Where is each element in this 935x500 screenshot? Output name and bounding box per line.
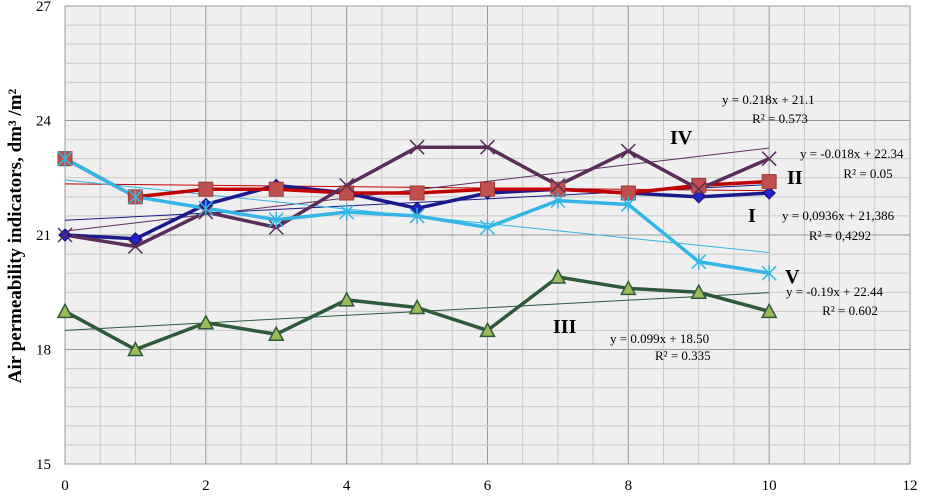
x-tick-label: 2 — [202, 478, 210, 494]
y-tick-label: 24 — [36, 114, 52, 130]
r2-iv: R² = 0.573 — [752, 111, 808, 126]
data-point-iv — [691, 181, 707, 197]
data-point-iii — [197, 314, 215, 330]
series-label-iv: IV — [670, 127, 693, 149]
data-point-v — [479, 219, 496, 236]
r2-v: R² = 0.602 — [822, 303, 878, 318]
data-point-ii — [268, 181, 284, 197]
data-point-iii — [549, 268, 567, 284]
data-point-iii — [127, 340, 144, 357]
data-point-ii — [198, 181, 214, 197]
equation-ii: y = -0.018x + 22.34 — [800, 146, 904, 161]
data-point-v — [198, 200, 214, 217]
data-point-iii — [620, 279, 637, 296]
series-markers — [56, 139, 778, 357]
x-tick-label: 10 — [762, 478, 777, 494]
r2-ii: R² = 0.05 — [843, 166, 892, 181]
x-tick-label: 8 — [625, 478, 633, 494]
series-label-v: V — [785, 266, 800, 288]
data-point-iv — [620, 143, 636, 159]
data-point-ii — [409, 185, 425, 201]
data-point-v — [409, 207, 425, 224]
data-point-iv — [479, 139, 496, 155]
data-point-v — [268, 211, 284, 228]
data-point-iii — [760, 302, 778, 319]
data-point-v — [550, 192, 566, 209]
data-point-iv — [761, 151, 777, 167]
series-label-iii: III — [553, 316, 577, 338]
equation-iii: y = 0.099x + 18.50 — [610, 331, 709, 346]
data-point-v — [57, 150, 73, 167]
y-tick-label: 21 — [36, 228, 51, 244]
data-point-iv — [409, 139, 425, 155]
data-point-iii — [690, 283, 708, 299]
y-tick-label: 18 — [36, 343, 51, 359]
data-point-iii — [479, 321, 496, 338]
series-label-i: I — [748, 205, 756, 227]
data-point-v — [691, 253, 707, 270]
data-point-iv — [57, 227, 73, 243]
data-point-iii — [267, 325, 285, 341]
data-point-ii — [691, 177, 707, 193]
data-point-iii — [56, 302, 74, 319]
data-point-iv — [550, 177, 566, 193]
data-point-v — [127, 188, 143, 205]
data-point-ii — [761, 174, 777, 190]
r2-iii: R² = 0.335 — [655, 348, 711, 363]
equation-iv: y = 0.218x + 21.1 — [722, 92, 815, 107]
data-point-ii — [480, 181, 495, 197]
x-tick-label: 0 — [61, 478, 69, 494]
data-point-v — [761, 265, 777, 282]
data-point-i — [692, 190, 706, 204]
data-point-iv — [339, 177, 355, 193]
data-point-ii — [339, 185, 355, 201]
y-tick-label: 15 — [36, 457, 51, 473]
data-point-v — [339, 204, 355, 221]
data-point-v — [620, 196, 636, 213]
x-tick-label: 12 — [903, 478, 918, 494]
equation-v: y = -0.19x + 22.44 — [786, 284, 883, 299]
data-point-i — [128, 232, 143, 246]
r2-i: R² = 0,4292 — [809, 228, 871, 243]
equation-i: y = 0,0936x + 21,386 — [782, 208, 895, 223]
series-label-ii: II — [787, 167, 803, 189]
data-point-iii — [338, 291, 355, 307]
x-tick-label: 6 — [484, 478, 492, 494]
x-tick-label: 4 — [343, 478, 351, 494]
data-point-iii — [408, 298, 426, 315]
grid — [64, 5, 911, 465]
data-point-i — [762, 186, 776, 200]
y-axis-label: Air permeability indicators, dm³ /m² — [5, 88, 26, 383]
y-tick-label: 27 — [36, 0, 52, 15]
data-point-iv — [127, 238, 143, 254]
